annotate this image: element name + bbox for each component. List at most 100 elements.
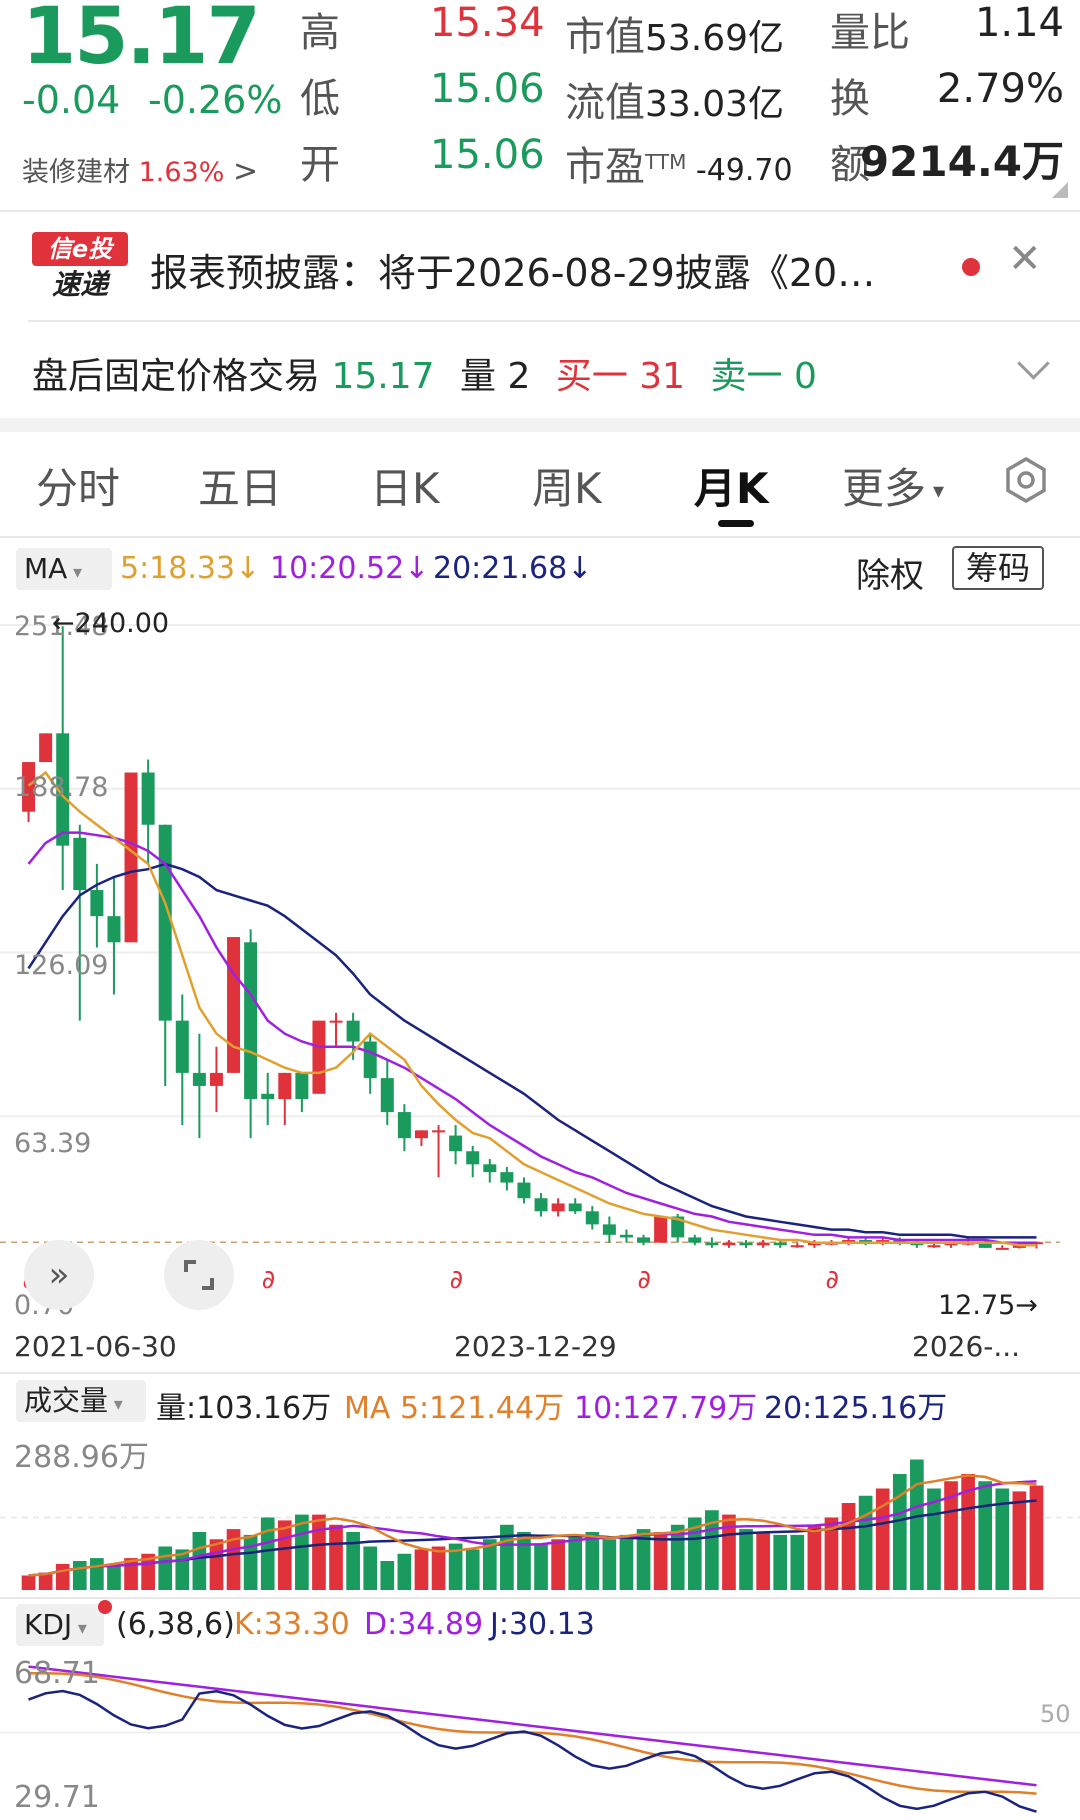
- kdj-selector[interactable]: KDJ ▾: [16, 1604, 104, 1646]
- ex-rights-button[interactable]: 除权: [856, 556, 924, 596]
- expand-corner-icon[interactable]: [1052, 182, 1068, 198]
- notice-logo-bottom: 速递: [51, 268, 108, 301]
- candle-body: [483, 1164, 497, 1173]
- dividend-marker: ∂: [450, 1265, 463, 1295]
- candle-body: [227, 937, 241, 1073]
- candle-body: [449, 1135, 463, 1152]
- tab-more[interactable]: 更多 ▾: [842, 455, 944, 516]
- kdj-chart[interactable]: [0, 1650, 1080, 1818]
- volume-bar: [619, 1534, 634, 1590]
- candle-body: [602, 1224, 616, 1235]
- candle-body: [807, 1242, 821, 1246]
- caret-down-icon: ▾: [67, 562, 83, 583]
- y-tick-2: 188.78: [14, 772, 109, 803]
- candle-body: [414, 1130, 428, 1139]
- settings-icon[interactable]: [1002, 456, 1050, 504]
- double-chevron-right-icon: »: [48, 1255, 70, 1295]
- volume-bar: [397, 1553, 412, 1590]
- candle-body: [107, 916, 121, 943]
- tab-monthly-k[interactable]: 月K: [694, 464, 769, 513]
- volume-selector-label: 成交量: [24, 1384, 109, 1417]
- chip-distribution-button[interactable]: 筹码: [952, 546, 1045, 590]
- float-cap-label: 流值: [565, 80, 645, 126]
- volume-bar: [55, 1563, 70, 1590]
- ma-selector[interactable]: MA ▾: [16, 548, 112, 590]
- ma20-line: [27, 862, 1037, 1239]
- pe-value: -49.70: [695, 153, 793, 188]
- volume-bar: [875, 1488, 890, 1590]
- last-price: 15.17: [22, 0, 261, 82]
- candle-body: [261, 1093, 275, 1099]
- candle-body: [329, 1020, 343, 1023]
- volume-ratio-label: 量比: [830, 10, 910, 56]
- candle-body: [773, 1242, 787, 1246]
- volume-chart[interactable]: [0, 1425, 1080, 1595]
- candle-body: [312, 1020, 326, 1094]
- y-tick-top: 251.48: [14, 611, 109, 642]
- volume-bar: [978, 1481, 993, 1590]
- tab-weekly-k[interactable]: 周K: [532, 464, 602, 513]
- tab-daily-k[interactable]: 日K: [370, 464, 440, 513]
- tab-intraday[interactable]: 分时: [36, 464, 121, 513]
- divider: [0, 210, 1080, 212]
- candle-body: [688, 1237, 702, 1243]
- candle-body: [637, 1237, 651, 1243]
- volume-bar: [790, 1534, 805, 1590]
- candle-body: [654, 1216, 668, 1243]
- candle-body: [534, 1198, 548, 1212]
- kdj-d-line: [28, 1665, 1037, 1787]
- candle-body: [944, 1242, 958, 1246]
- close-icon[interactable]: ✕: [1008, 236, 1042, 282]
- candle-body: [56, 733, 70, 846]
- volume-bar: [192, 1532, 207, 1590]
- candlestick-chart[interactable]: ∂∂∂∂∂: [0, 600, 1080, 1320]
- candle-body: [893, 1240, 907, 1243]
- sector-link[interactable]: 装修建材 1.63% >: [22, 150, 258, 189]
- ma5-line: [27, 770, 1037, 1247]
- chevron-right-icon: >: [232, 154, 259, 189]
- notice-text[interactable]: 报表预披露：将于2026-08-29披露《20…: [150, 251, 876, 295]
- candle-body: [22, 762, 36, 812]
- dividend-marker: ∂: [262, 1265, 275, 1295]
- kdj-d-value: D:34.89: [364, 1607, 484, 1642]
- x-label-right: 2026-...: [912, 1330, 1021, 1363]
- volume-bar: [329, 1524, 343, 1590]
- volume-bar: [431, 1546, 446, 1590]
- volume-ma10: 10:127.79万: [574, 1391, 758, 1426]
- volume-bar: [260, 1517, 275, 1590]
- pe-label: 市盈: [565, 144, 645, 190]
- volume-selector[interactable]: 成交量 ▾: [16, 1380, 146, 1422]
- volume-bar: [448, 1543, 463, 1590]
- candle-body: [995, 1247, 1009, 1250]
- price-change-percent: -0.26%: [148, 78, 283, 122]
- kdj-j-line: [28, 1689, 1037, 1813]
- kdj-top-label: 68.71: [14, 1656, 100, 1691]
- volume-ma5-line: [28, 1474, 1037, 1577]
- low-value: 15.06: [430, 66, 545, 112]
- y-tick-4: 63.39: [14, 1128, 92, 1159]
- tab-five-day[interactable]: 五日: [198, 464, 283, 513]
- fullscreen-button[interactable]: [164, 1240, 234, 1310]
- candle-body: [1012, 1245, 1026, 1248]
- candle-body: [705, 1242, 719, 1246]
- volume-bar: [551, 1539, 565, 1590]
- turnover-value: 2.79%: [936, 66, 1064, 112]
- volume-bar: [346, 1532, 360, 1590]
- notice-logo-top: 信e投: [32, 232, 128, 266]
- pe-ttm-sup: TTM: [645, 150, 687, 174]
- volume-ratio-value: 1.14: [974, 0, 1064, 46]
- expand-left-button[interactable]: »: [24, 1240, 94, 1310]
- high-value: 15.34: [430, 0, 545, 46]
- volume-bar: [961, 1474, 975, 1590]
- chevron-down-icon[interactable]: [1017, 347, 1050, 380]
- afterhours-sell: 0: [794, 356, 817, 397]
- volume-bar: [209, 1539, 224, 1590]
- afterhours-row[interactable]: 盘后固定价格交易 15.17 量 2 买一 31 卖一 0: [32, 347, 817, 399]
- volume-bar: [243, 1534, 258, 1590]
- afterhours-label: 盘后固定价格交易: [32, 356, 321, 397]
- volume-bar: [858, 1495, 873, 1590]
- candle-body: [876, 1240, 890, 1243]
- turnover-label: 换: [830, 76, 870, 122]
- ma5-value: 5:18.33↓: [120, 551, 261, 586]
- candle-body: [619, 1234, 633, 1238]
